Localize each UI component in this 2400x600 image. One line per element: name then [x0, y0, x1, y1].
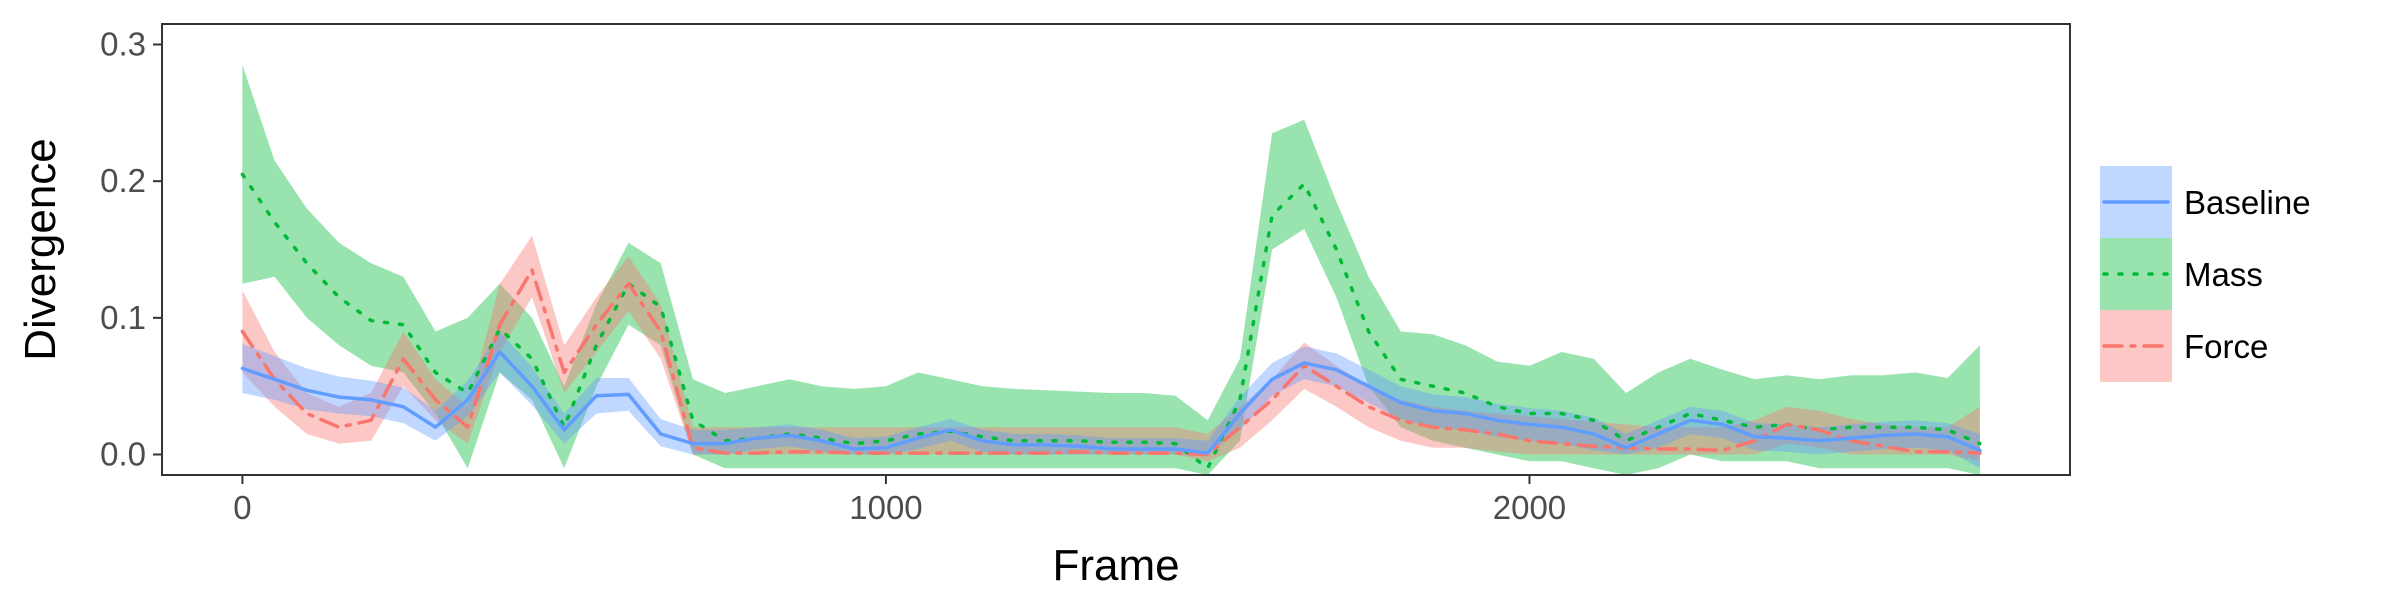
y-axis-title: Divergence: [16, 138, 65, 361]
line-force: [240, 268, 1982, 457]
series-lines: [240, 172, 1982, 470]
x-axis-title: Frame: [1052, 541, 1179, 590]
line-baseline: [240, 350, 1982, 455]
band-baseline: [242, 331, 1980, 469]
y-tick-label: 0.1: [100, 299, 146, 336]
x-tick-label: 2000: [1493, 489, 1566, 526]
legend-item-force: Force: [2100, 310, 2268, 382]
legend: Baseline Mass Force: [2100, 166, 2311, 382]
y-tick-label: 0.0: [100, 436, 146, 473]
legend-item-baseline: Baseline: [2100, 166, 2311, 238]
x-tick-label: 1000: [849, 489, 922, 526]
legend-label-mass: Mass: [2184, 256, 2263, 293]
confidence-bands: [242, 65, 1980, 475]
x-tick-label: 0: [233, 489, 251, 526]
y-tick-label: 0.2: [100, 162, 146, 199]
band-mass: [242, 65, 1980, 475]
legend-label-force: Force: [2184, 328, 2268, 365]
y-tick-label: 0.3: [100, 26, 146, 63]
legend-label-baseline: Baseline: [2184, 184, 2311, 221]
x-axis: 0 1000 2000: [233, 475, 1566, 526]
band-force: [242, 235, 1980, 462]
legend-item-mass: Mass: [2100, 238, 2263, 310]
plot-panel-border: [161, 23, 2071, 476]
y-axis: 0.0 0.1 0.2 0.3: [100, 26, 162, 473]
